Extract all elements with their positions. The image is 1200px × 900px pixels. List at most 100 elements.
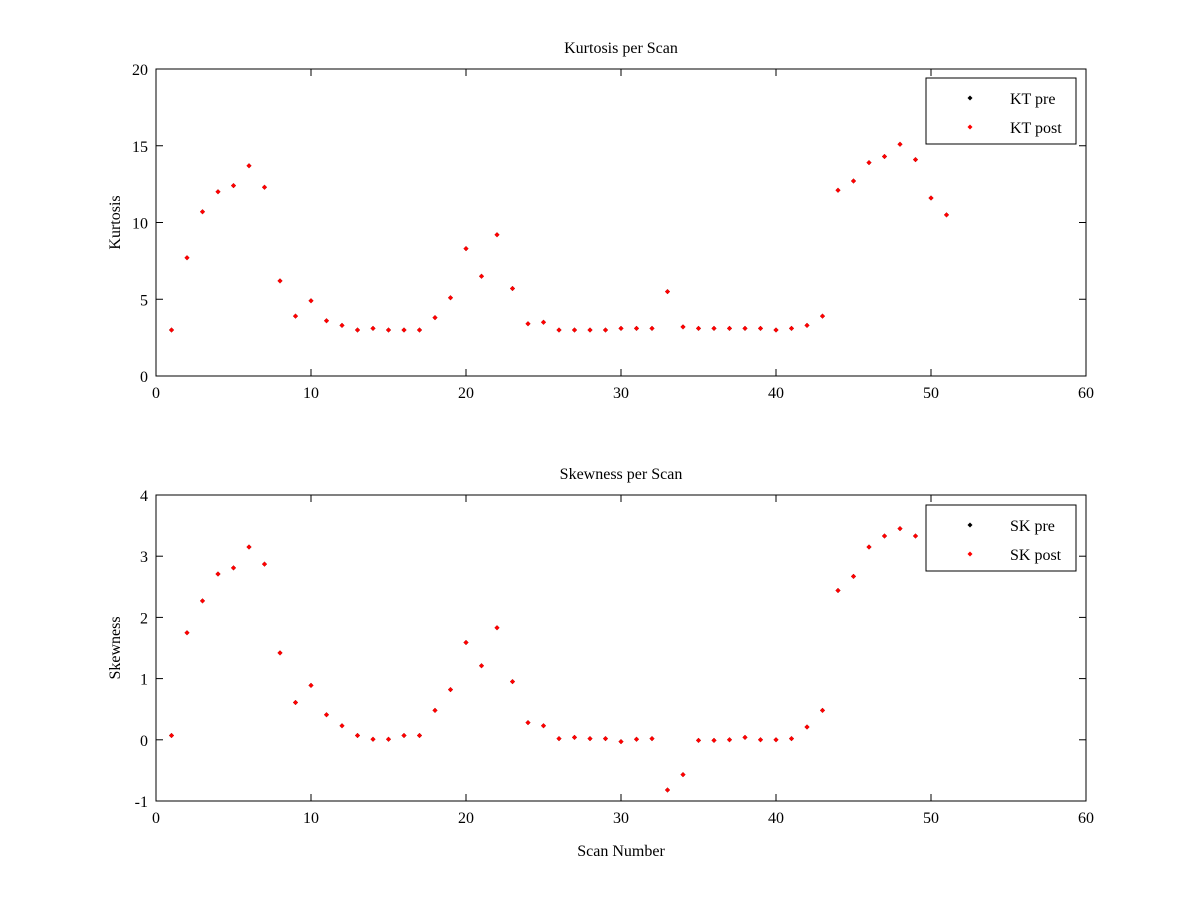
data-point: [634, 736, 639, 742]
data-point: [525, 321, 531, 327]
data-point: [944, 212, 949, 218]
data-point: [246, 544, 252, 550]
data-point: [789, 325, 794, 331]
data-point: [758, 737, 763, 743]
series-sk-post: [169, 524, 949, 793]
legend-marker: [967, 551, 973, 557]
data-point: [293, 699, 298, 705]
data-point: [835, 587, 841, 593]
data-point: [262, 184, 267, 190]
data-point: [339, 723, 345, 729]
data-point: [200, 209, 205, 215]
data-point: [913, 157, 918, 163]
data-point: [246, 163, 252, 169]
x-tick-label: 60: [1078, 385, 1094, 402]
data-point: [200, 598, 205, 604]
y-axis-label: Kurtosis: [107, 195, 124, 249]
data-point: [773, 327, 779, 333]
y-tick-label: 1: [140, 672, 148, 689]
y-tick-label: 5: [140, 292, 148, 309]
legend-label: KT post: [1010, 120, 1062, 137]
data-point: [603, 327, 608, 333]
data-point: [680, 772, 686, 778]
data-point: [277, 650, 283, 656]
data-point: [370, 736, 376, 742]
data-point: [432, 315, 438, 321]
data-point: [463, 246, 469, 252]
data-point: [789, 736, 794, 742]
y-tick-label: 0: [140, 733, 148, 750]
subplot-kurtosis: 0 10 20 30 40 50 60 0 5 10 15 20 Kurtosis per Scan Ku…: [107, 40, 1094, 402]
data-point: [401, 327, 407, 333]
x-tick-label: 40: [768, 385, 784, 402]
data-point: [510, 679, 515, 685]
data-point: [696, 737, 701, 743]
x-tick-label: 50: [923, 385, 939, 402]
data-point: [618, 739, 624, 745]
x-tick-label: 60: [1078, 810, 1094, 827]
data-point: [649, 325, 655, 331]
data-point: [432, 707, 438, 713]
legend-marker: [967, 95, 973, 101]
legend-box: [925, 77, 1077, 145]
data-point: [866, 160, 872, 166]
data-point: [649, 736, 655, 742]
x-tick-label: 30: [613, 385, 629, 402]
legend-label: SK post: [1010, 547, 1062, 564]
y-tick-label: 2: [140, 610, 148, 627]
data-point: [665, 787, 670, 793]
data-point: [494, 625, 500, 631]
data-point: [742, 734, 748, 740]
data-point: [804, 322, 810, 328]
x-tick-label: 40: [768, 810, 784, 827]
y-tick-label: 15: [132, 139, 148, 156]
data-point: [525, 720, 531, 726]
x-tick-label: 50: [923, 810, 939, 827]
data-point: [804, 724, 810, 730]
series-kt-post: [169, 141, 949, 333]
y-tick-label: 3: [140, 549, 148, 566]
data-point: [231, 565, 236, 571]
data-point: [541, 723, 546, 729]
data-point: [479, 663, 484, 669]
data-point: [851, 178, 856, 184]
data-point: [448, 295, 453, 301]
data-point: [618, 325, 624, 331]
x-axis-label: Scan Number: [577, 843, 665, 860]
legend-label: SK pre: [1010, 518, 1055, 535]
data-point: [820, 313, 825, 319]
data-point: [711, 737, 717, 743]
x-tick-label: 0: [152, 385, 160, 402]
data-point: [184, 630, 190, 636]
chart-title: Kurtosis per Scan: [564, 40, 678, 57]
y-tick-label: 0: [140, 369, 148, 386]
legend-box: [925, 504, 1077, 572]
data-point: [665, 289, 670, 295]
data-point: [510, 286, 515, 292]
data-point: [339, 322, 345, 328]
data-point: [727, 737, 732, 743]
y-tick-label: -1: [135, 794, 148, 811]
data-point: [727, 325, 732, 331]
data-point: [587, 736, 593, 742]
x-tick-label: 30: [613, 810, 629, 827]
legend: KT pre KT post: [925, 77, 1077, 145]
data-point: [448, 687, 453, 693]
data-point: [169, 733, 174, 739]
data-point: [556, 736, 562, 742]
x-tick-label: 10: [303, 385, 319, 402]
data-point: [169, 327, 174, 333]
data-point: [882, 533, 887, 539]
data-point: [355, 733, 360, 739]
data-point: [308, 682, 314, 688]
data-point: [866, 544, 872, 550]
data-point: [386, 327, 391, 333]
legend-marker: [967, 522, 973, 528]
data-point: [851, 573, 856, 579]
data-point: [696, 325, 701, 331]
data-point: [882, 153, 887, 159]
data-point: [494, 232, 500, 238]
legend: SK pre SK post: [925, 504, 1077, 572]
